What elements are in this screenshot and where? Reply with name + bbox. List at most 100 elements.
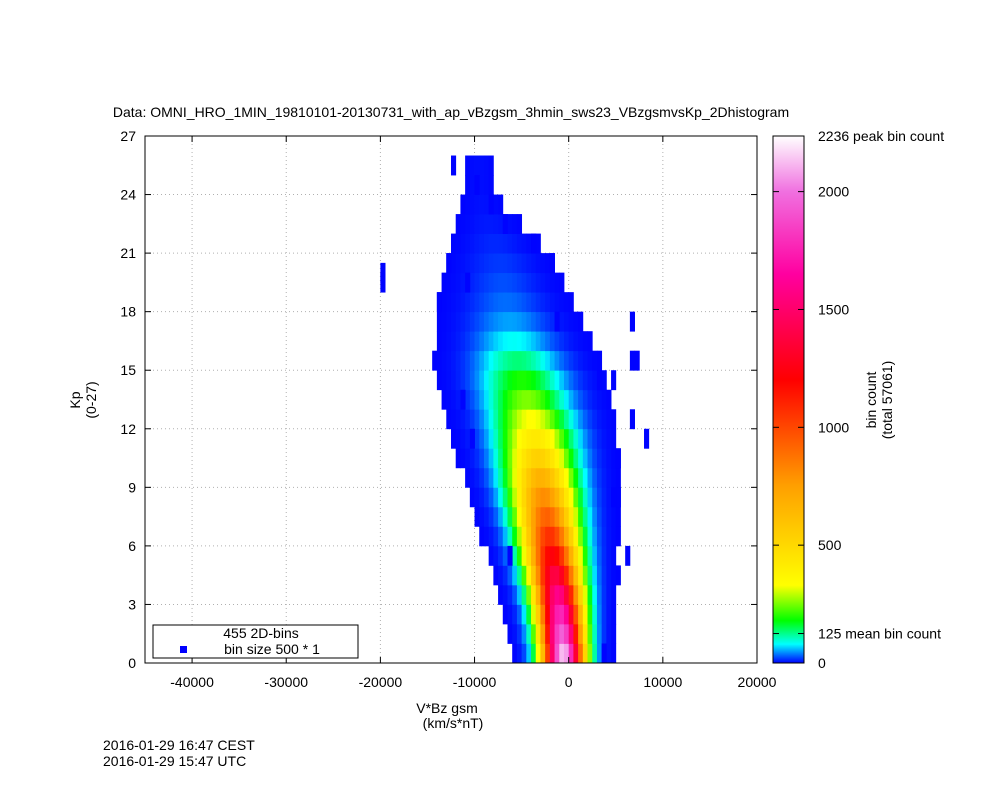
histogram-bin [559, 292, 565, 313]
histogram-bin [587, 545, 593, 566]
histogram-bin [531, 448, 537, 469]
histogram-bin [488, 175, 494, 195]
histogram-bin [573, 506, 579, 527]
timestamp-local: 2016-01-29 16:47 CEST [103, 737, 255, 753]
histogram-bin [554, 370, 560, 391]
histogram-bin [483, 214, 490, 234]
legend-marker [180, 646, 187, 653]
colorbar-ticks: 0 125 mean bin count 500 1000 1500 2000 2236 p… [773, 128, 944, 671]
histogram-bin [451, 350, 457, 371]
histogram-bin [479, 409, 485, 430]
histogram-bin [479, 272, 485, 293]
histogram-bin [507, 604, 513, 625]
histogram-bin [512, 565, 518, 586]
histogram-bin [446, 409, 452, 430]
histogram-bin [479, 155, 485, 176]
histogram-bin [554, 272, 560, 293]
histogram-bin [460, 331, 466, 352]
histogram-bin [516, 253, 523, 274]
histogram-bin [493, 311, 499, 332]
histogram-bin [436, 370, 442, 391]
histogram-bin [488, 155, 494, 176]
histogram-bin [611, 623, 617, 644]
histogram-bin [474, 487, 480, 508]
histogram-bin [563, 350, 570, 371]
histogram-bin [587, 506, 593, 527]
histogram-bin [507, 331, 513, 352]
histogram-bin [545, 311, 551, 332]
timestamp-utc: 2016-01-29 15:47 UTC [103, 753, 246, 769]
histogram-bin [502, 526, 508, 547]
x-axis-ticks: -40000 -30000 -20000 -10000 0 10000 20000 [170, 136, 777, 690]
histogram-bin [568, 370, 574, 391]
histogram-bin [549, 448, 555, 469]
histogram-bin [573, 526, 579, 547]
histogram-bin [596, 643, 603, 664]
histogram-bin [469, 331, 475, 352]
histogram-bin [549, 584, 555, 605]
histogram-bin [568, 545, 574, 566]
histogram-bin [563, 311, 570, 332]
y-tick-label: 9 [128, 479, 136, 495]
histogram-bin [488, 409, 494, 430]
histogram-bin [507, 214, 513, 234]
histogram-bin [578, 487, 584, 508]
histogram-bin [601, 389, 607, 410]
histogram-bin [611, 448, 617, 469]
histogram-bin [611, 506, 617, 527]
histogram-bin [545, 545, 551, 566]
histogram-bin [554, 506, 560, 527]
histogram-bin [563, 487, 570, 508]
histogram-bin [507, 584, 513, 605]
histogram-bin [568, 487, 574, 508]
histogram-bin [582, 565, 588, 586]
histogram-bin [606, 448, 612, 469]
histogram-bin [507, 233, 513, 254]
histogram-bin [582, 584, 588, 605]
histogram-bin [493, 331, 499, 352]
histogram-bin [512, 526, 518, 547]
histogram-bin [573, 604, 579, 625]
histogram-bin [549, 409, 555, 430]
histogram-bin [516, 467, 523, 488]
histogram-bin [483, 175, 490, 195]
histogram-bin [596, 584, 603, 605]
histogram-bin [573, 487, 579, 508]
histogram-bin [512, 487, 518, 508]
histogram-bin [507, 409, 513, 430]
histogram-bin [493, 526, 499, 547]
histogram-bin [512, 253, 518, 274]
histogram-bin [559, 506, 565, 527]
histogram-bin [540, 467, 546, 488]
histogram-bin [446, 350, 452, 371]
histogram-bin [587, 350, 593, 371]
histogram-bin [549, 292, 555, 313]
histogram-bin [531, 253, 537, 274]
histogram-bin [545, 643, 551, 664]
histogram-bin [474, 331, 480, 352]
histogram-bin [479, 370, 485, 391]
x-tick-label: 0 [565, 674, 573, 690]
histogram-bin [512, 428, 518, 449]
histogram-bin [540, 565, 546, 586]
histogram-bin [474, 389, 480, 410]
histogram-bin [526, 331, 532, 352]
y-tick-label: 12 [120, 421, 136, 437]
histogram-bin [573, 623, 579, 644]
histogram-bin [436, 350, 442, 371]
histogram-bin [615, 506, 621, 527]
histogram-bin [512, 409, 518, 430]
histogram-bin [516, 370, 523, 391]
histogram-bin [498, 389, 504, 410]
histogram-bin [563, 604, 570, 625]
histogram-bin [592, 487, 598, 508]
histogram-bin [502, 545, 508, 566]
histogram-bin [526, 448, 532, 469]
histogram-bin [578, 526, 584, 547]
histogram-bin [573, 331, 579, 352]
histogram-bin [578, 584, 584, 605]
histogram-bin [535, 545, 541, 566]
histogram-bin [545, 623, 551, 644]
histogram-bin [516, 565, 523, 586]
histogram-bin [559, 448, 565, 469]
